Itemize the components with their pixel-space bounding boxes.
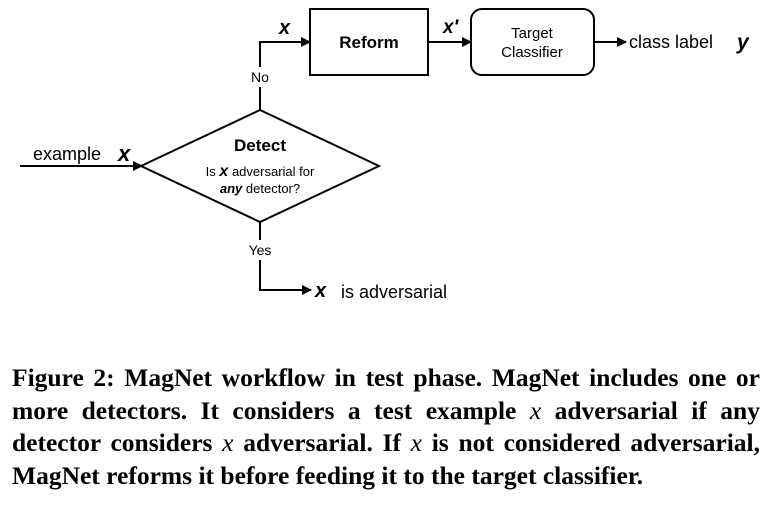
adversarial-var-x: x (314, 280, 327, 302)
reformed-var-x-prime: x′ (442, 17, 460, 38)
input-label: example (33, 144, 101, 164)
input-var-x: x (117, 141, 131, 166)
yes-label: Yes (249, 242, 272, 258)
adversarial-label: is adversarial (341, 282, 447, 302)
detect-title: Detect (234, 136, 286, 155)
detect-question-line1: Is x adversarial for (206, 163, 315, 180)
classifier-label-line2: Classifier (501, 44, 563, 61)
no-branch-var-x: x (278, 17, 291, 39)
no-branch-arrow (259, 37, 311, 110)
no-label-bg (248, 67, 272, 87)
detect-question-line2: any detector? (220, 181, 300, 196)
no-label: No (251, 69, 269, 85)
target-classifier-box (470, 8, 595, 76)
yes-label-bg (244, 240, 276, 260)
figure-caption: Figure 2: MagNet workflow in test phase.… (12, 363, 761, 490)
classifier-label-line1: Target (511, 25, 554, 42)
reform-box (309, 8, 429, 76)
output-var-y: y (736, 31, 750, 54)
reform-label: Reform (339, 33, 399, 52)
output-label: class label (629, 32, 713, 52)
